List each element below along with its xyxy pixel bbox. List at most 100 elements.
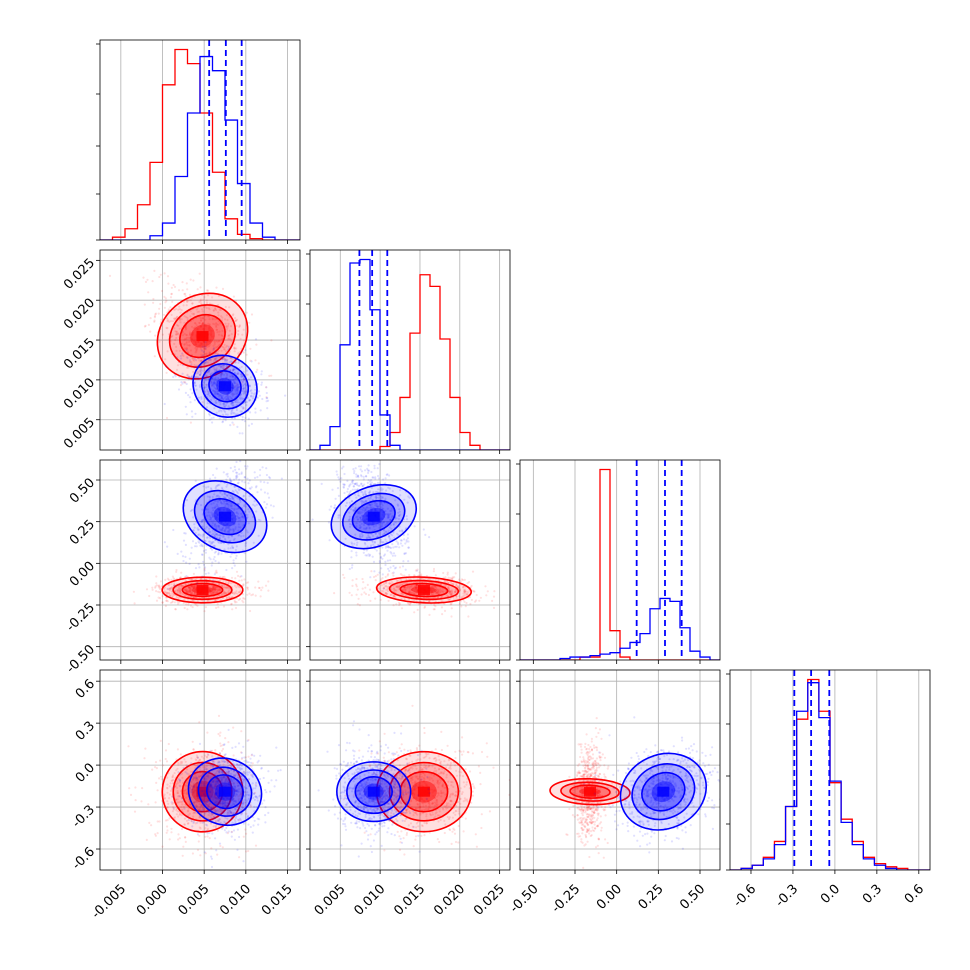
sample-point bbox=[365, 505, 369, 508]
sample-point bbox=[163, 306, 166, 309]
sample-point bbox=[246, 588, 249, 591]
sample-point bbox=[207, 511, 210, 514]
sample-point bbox=[175, 315, 179, 318]
sample-point bbox=[170, 779, 173, 782]
sample-point bbox=[188, 331, 192, 334]
sample-point bbox=[166, 327, 169, 330]
sample-point bbox=[249, 376, 252, 379]
sample-point bbox=[231, 386, 234, 389]
sample-point bbox=[192, 801, 196, 804]
sample-point bbox=[237, 487, 240, 490]
sample-point bbox=[140, 800, 143, 803]
sample-point bbox=[357, 510, 361, 513]
sample-point bbox=[232, 538, 235, 542]
sample-point bbox=[174, 330, 177, 333]
sample-point bbox=[154, 313, 157, 316]
sample-point bbox=[236, 386, 239, 389]
sample-point bbox=[402, 560, 405, 563]
sample-point bbox=[360, 519, 363, 522]
sample-point bbox=[201, 798, 205, 802]
sample-point bbox=[384, 497, 387, 500]
sample-point bbox=[168, 817, 171, 820]
sample-point bbox=[386, 513, 389, 516]
sample-point bbox=[178, 781, 181, 784]
sample-point bbox=[359, 510, 362, 513]
sample-point bbox=[202, 328, 205, 331]
sample-point bbox=[175, 330, 178, 334]
sample-point bbox=[194, 542, 198, 545]
sample-point bbox=[431, 586, 434, 589]
sample-point bbox=[226, 523, 229, 526]
sample-point bbox=[216, 770, 219, 773]
sample-point bbox=[213, 793, 217, 796]
sample-point bbox=[217, 378, 220, 381]
sample-point bbox=[185, 819, 189, 822]
sample-point bbox=[222, 535, 225, 538]
sample-point bbox=[219, 809, 222, 813]
sample-point bbox=[192, 586, 195, 589]
sample-point bbox=[213, 506, 216, 509]
sample-point bbox=[408, 585, 411, 589]
sample-point bbox=[206, 289, 209, 292]
sample-point bbox=[399, 489, 402, 492]
sample-point bbox=[368, 491, 371, 494]
sample-point bbox=[205, 306, 208, 309]
sample-point bbox=[196, 800, 199, 803]
sample-point bbox=[186, 822, 190, 825]
sample-point bbox=[223, 397, 226, 400]
sample-point bbox=[397, 601, 401, 605]
sample-point bbox=[250, 804, 253, 807]
sample-point bbox=[389, 519, 392, 522]
sample-point bbox=[246, 586, 249, 589]
sample-point bbox=[215, 339, 218, 343]
sample-point bbox=[227, 768, 230, 771]
sample-point bbox=[173, 772, 176, 775]
sample-point bbox=[422, 528, 425, 531]
sample-point bbox=[209, 487, 213, 490]
sample-point bbox=[371, 508, 374, 511]
sample-point bbox=[405, 515, 408, 518]
contour-line bbox=[172, 579, 233, 601]
sample-point bbox=[327, 521, 330, 524]
sample-point bbox=[466, 582, 469, 585]
sample-point bbox=[184, 575, 187, 578]
sample-point bbox=[223, 357, 226, 361]
sample-point bbox=[198, 803, 201, 806]
sample-point bbox=[210, 806, 213, 809]
sample-point bbox=[242, 406, 245, 409]
sample-point bbox=[199, 369, 202, 372]
sample-point bbox=[367, 479, 370, 482]
sample-point bbox=[198, 807, 201, 810]
sample-point bbox=[376, 467, 379, 470]
sample-point bbox=[454, 590, 457, 593]
sample-point bbox=[224, 592, 227, 595]
sample-point bbox=[216, 533, 219, 536]
sample-point bbox=[450, 577, 453, 580]
sample-point bbox=[261, 397, 264, 401]
sample-point bbox=[226, 365, 229, 368]
sample-point bbox=[161, 595, 164, 598]
sample-point bbox=[199, 347, 202, 350]
sample-point bbox=[224, 305, 227, 309]
sample-point bbox=[222, 508, 225, 512]
sample-point bbox=[435, 591, 438, 594]
sample-point bbox=[219, 541, 222, 545]
sample-point bbox=[333, 506, 336, 509]
sample-point bbox=[385, 540, 388, 544]
sample-point bbox=[228, 334, 231, 337]
sample-point bbox=[451, 590, 454, 594]
sample-point bbox=[392, 595, 395, 598]
sample-point bbox=[196, 527, 199, 530]
sample-point bbox=[233, 499, 236, 502]
sample-point bbox=[244, 544, 247, 548]
sample-point bbox=[258, 394, 261, 397]
sample-point bbox=[328, 508, 331, 511]
sample-point bbox=[217, 561, 220, 564]
sample-point bbox=[455, 595, 458, 598]
sample-point bbox=[219, 588, 222, 591]
sample-point bbox=[407, 578, 410, 581]
sample-point bbox=[174, 338, 177, 342]
sample-point bbox=[440, 595, 443, 598]
sample-point bbox=[226, 483, 229, 486]
sample-point bbox=[383, 532, 386, 535]
